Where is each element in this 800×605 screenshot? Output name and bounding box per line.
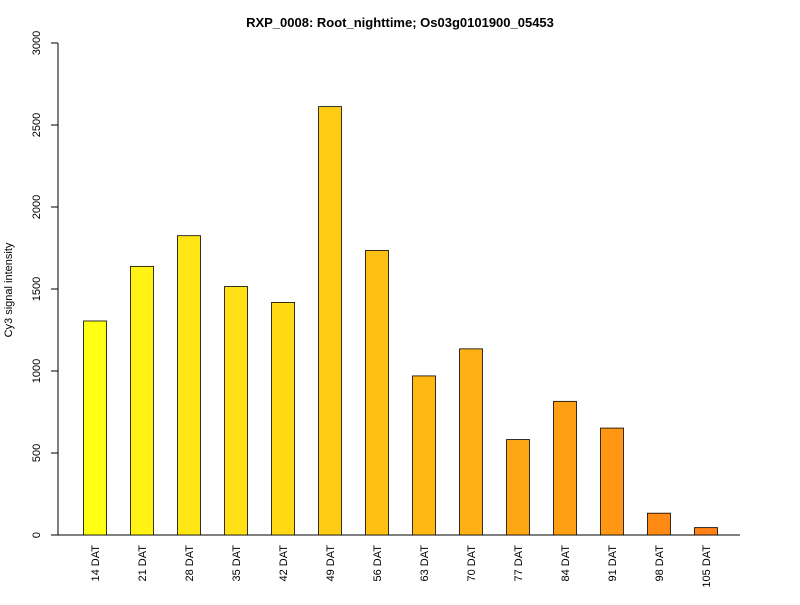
- x-tick-label: 70 DAT: [466, 545, 478, 582]
- bar: [365, 250, 389, 536]
- chart-title: RXP_0008: Root_nighttime; Os03g0101900_0…: [246, 15, 554, 30]
- bar: [506, 439, 530, 536]
- bar: [271, 302, 295, 536]
- x-tick-label: 49 DAT: [325, 545, 337, 582]
- y-tick-label: 3000: [31, 31, 43, 55]
- bar: [224, 286, 248, 536]
- x-tick-label: 84 DAT: [560, 545, 572, 582]
- bar: [177, 235, 201, 536]
- x-tick-label: 28 DAT: [184, 545, 196, 582]
- x-tick-label: 14 DAT: [90, 545, 102, 582]
- bar: [318, 106, 342, 536]
- y-tick-label: 500: [31, 444, 43, 462]
- y-axis-label: Cy3 signal intensity: [3, 242, 15, 337]
- x-tick-label: 63 DAT: [419, 545, 431, 582]
- y-tick-label: 2500: [31, 113, 43, 137]
- bar: [83, 320, 107, 536]
- plot-area: 0 500 1000 1500 2000 2500 3000 14 DAT 21 DAT 28 D…: [31, 31, 740, 588]
- bar: [459, 348, 483, 536]
- x-tick-label: 105 DAT: [701, 545, 713, 588]
- x-tick-label: 56 DAT: [372, 545, 384, 582]
- x-tick-label: 77 DAT: [513, 545, 525, 582]
- y-tick-label: 1000: [31, 359, 43, 383]
- bar: [130, 265, 154, 536]
- y-tick-label: 2000: [31, 195, 43, 219]
- y-tick-label: 0: [31, 532, 43, 538]
- x-tick-label: 91 DAT: [607, 545, 619, 582]
- x-tick-label: 98 DAT: [654, 545, 666, 582]
- x-tick-label: 35 DAT: [231, 545, 243, 582]
- y-tick-label: 1500: [31, 277, 43, 301]
- x-tick-label: 42 DAT: [278, 545, 290, 582]
- bar: [600, 427, 624, 536]
- bar: [412, 375, 436, 536]
- bar: [694, 527, 718, 536]
- bar: [553, 400, 577, 536]
- x-tick-label: 21 DAT: [137, 545, 149, 582]
- bar: [647, 512, 671, 536]
